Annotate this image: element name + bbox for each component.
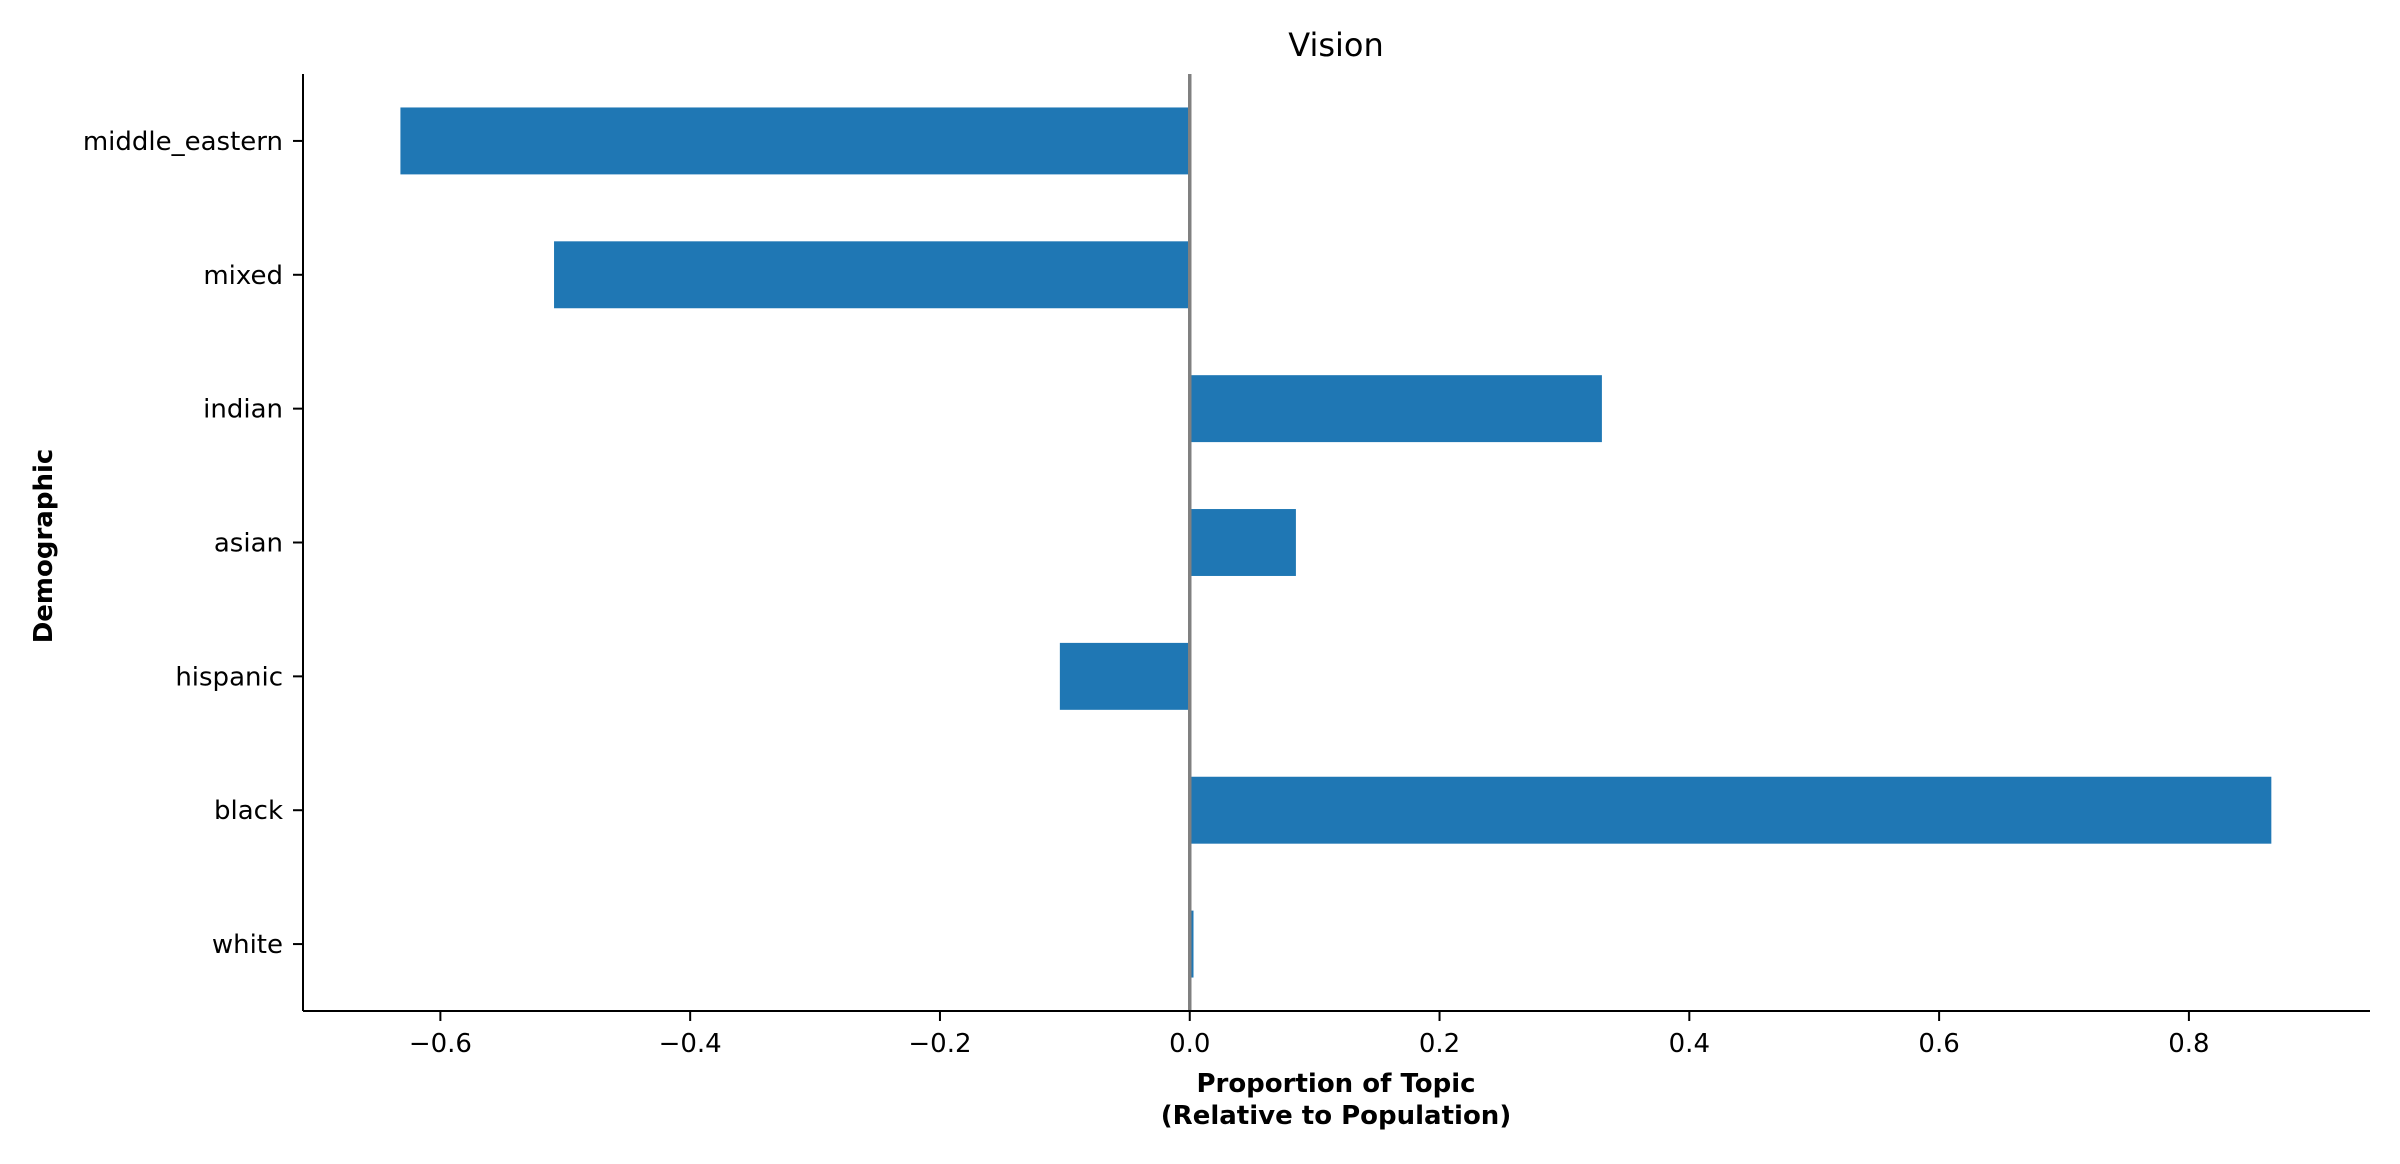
x-ticks-group: −0.6 −0.4 −0.2 0.0 0.2 0.4 0.6 0.8 (409, 1011, 2210, 1059)
bar-white (1189, 910, 1194, 978)
bar-indian (1189, 375, 1602, 443)
x-tick-label: 0.2 (1419, 1029, 1460, 1059)
y-tick-label: white (212, 930, 283, 960)
bar-asian (1189, 509, 1296, 576)
x-axis-title-line1: Proportion of Topic (1196, 1069, 1475, 1099)
x-axis-title-line2: (Relative to Population) (1161, 1101, 1511, 1131)
chart-title: Vision (1288, 26, 1384, 64)
x-tick-label: −0.2 (908, 1029, 971, 1059)
y-tick-label: hispanic (175, 662, 283, 692)
bar-middle_eastern (400, 107, 1190, 175)
bar-black (1189, 776, 2272, 844)
y-tick-label: black (214, 796, 283, 826)
x-tick-label: −0.6 (409, 1029, 472, 1059)
x-tick-label: 0.4 (1669, 1029, 1710, 1059)
y-axis-title: Demographic (29, 449, 59, 644)
x-tick-label: 0.0 (1169, 1029, 1210, 1059)
y-tick-label: middle_eastern (83, 127, 283, 157)
bar-hispanic (1059, 642, 1190, 710)
y-ticks-group: white black hispanic asian indian mixed middle… (83, 127, 303, 960)
bars-group (400, 107, 2272, 978)
x-tick-label: −0.4 (659, 1029, 722, 1059)
x-tick-label: 0.6 (1918, 1029, 1959, 1059)
x-tick-label: 0.8 (2168, 1029, 2209, 1059)
y-tick-label: mixed (203, 261, 283, 291)
bar-mixed (554, 241, 1190, 309)
y-tick-label: indian (203, 395, 283, 425)
y-tick-label: asian (214, 529, 283, 559)
